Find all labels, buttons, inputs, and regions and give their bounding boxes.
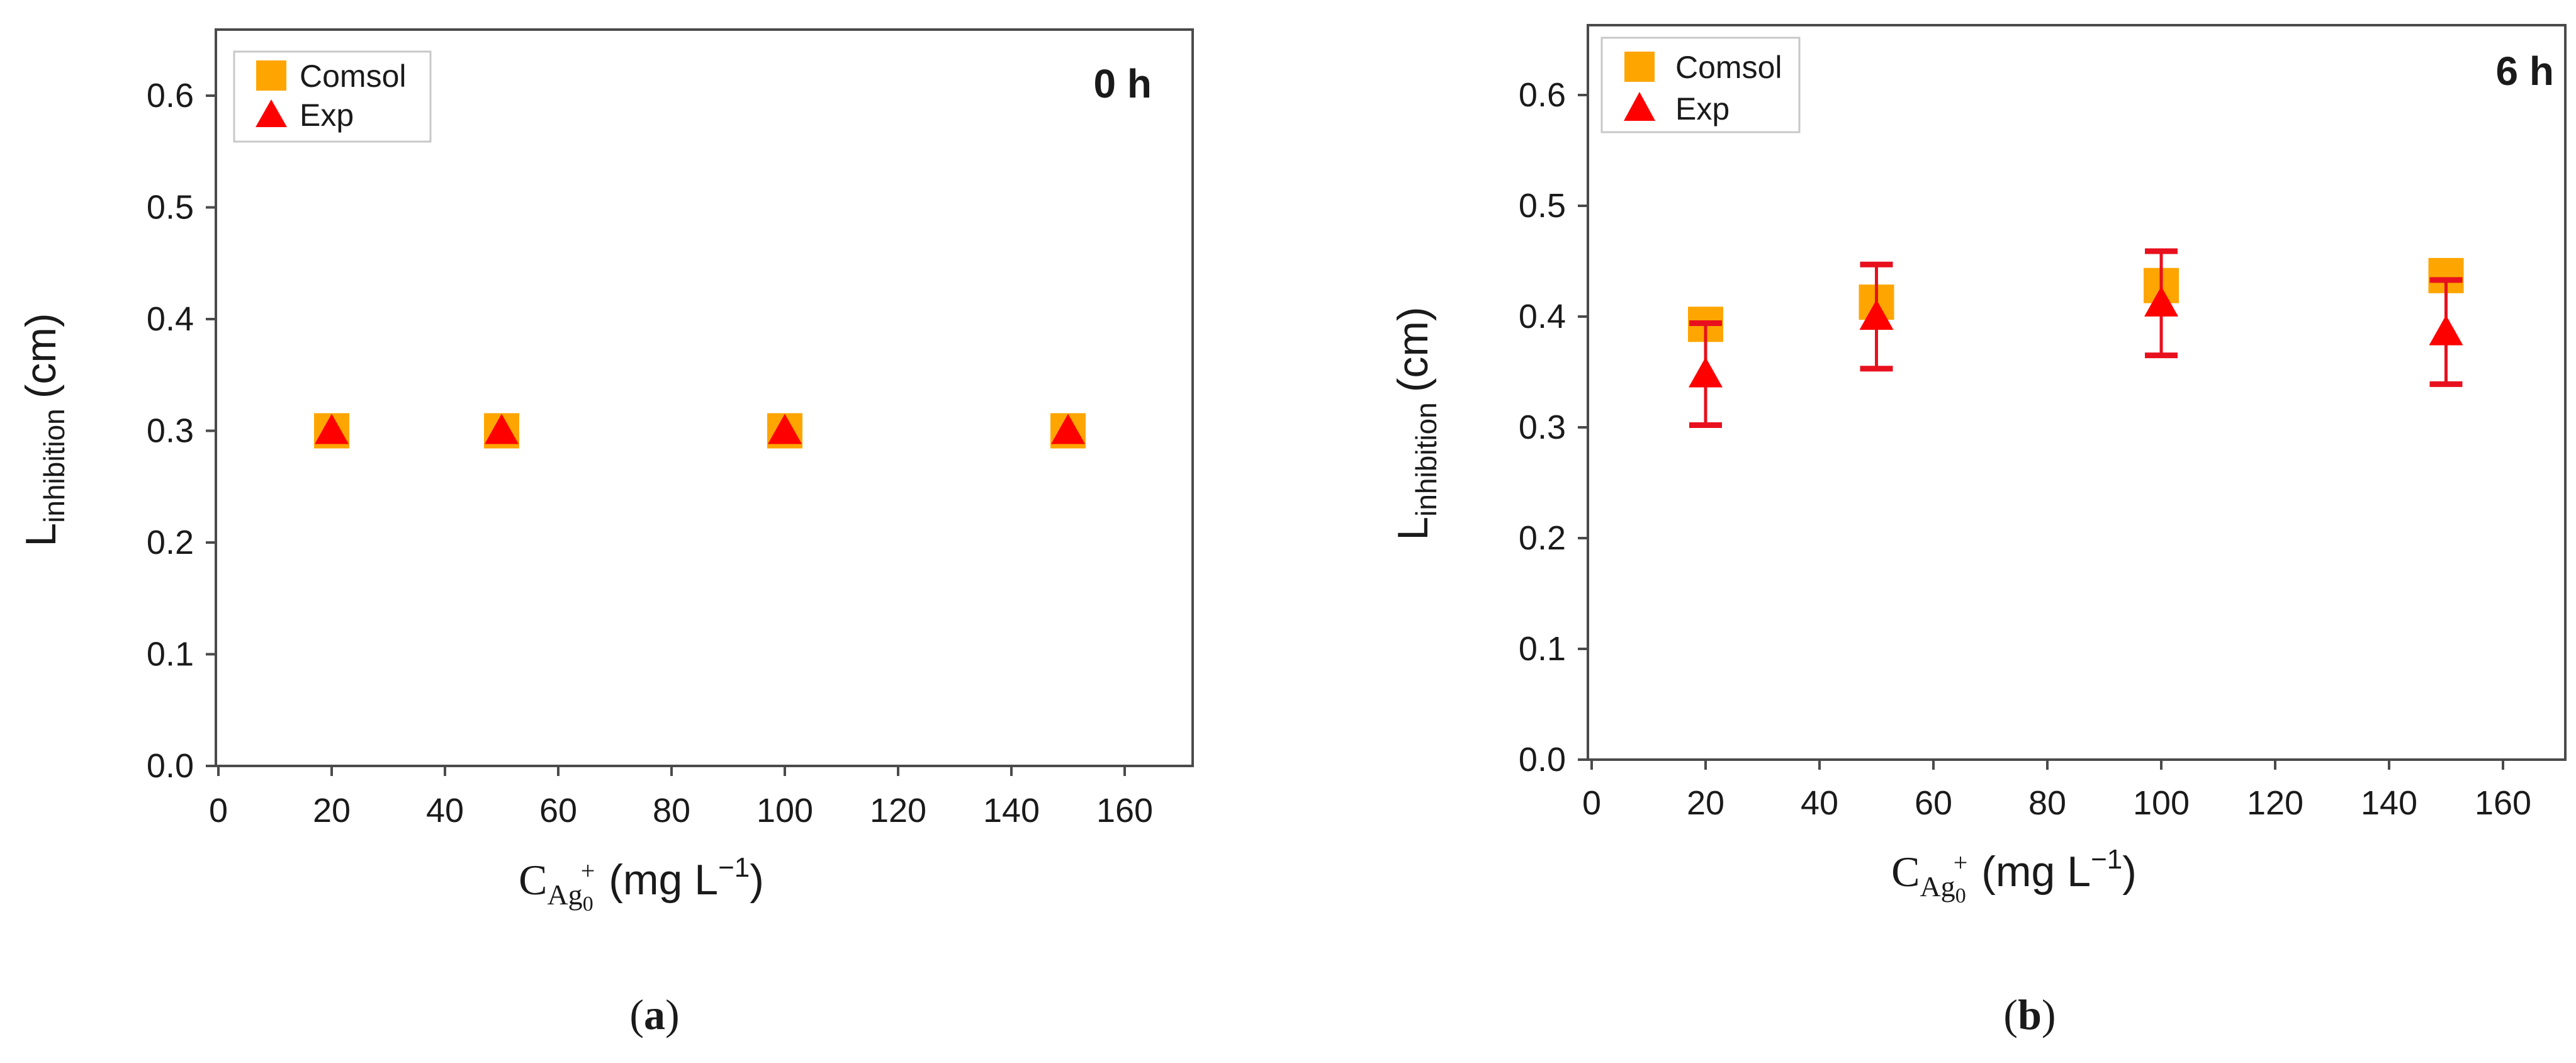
panel-b-exp-point (1859, 300, 1894, 330)
panel-b-y-tick-label: 0.5 (1519, 187, 1566, 225)
panel-a-x-tick-label: 0 (209, 792, 228, 830)
panel-b-plot: 0.0 0.1 0.2 0.3 0.4 0.5 0.6 0 20 40 60 80 100 120 140… (1519, 24, 2567, 822)
panel-a: Linhibition (cm) 0.0 0.1 0.2 0.3 0.4 0.5 0.6 0 2… (17, 28, 1194, 1038)
panel-b-y-tick-label: 0.0 (1519, 741, 1566, 779)
panel-b-x-tick-label: 40 (1801, 784, 1838, 822)
panel-b-xlabel-sub: Ag (1920, 870, 1955, 903)
panel-b-xlabel-sup: + (1954, 848, 1968, 877)
panel-b-legend: Comsol Exp (1600, 37, 1801, 133)
panel-b-markers (1688, 248, 2464, 428)
panel-a-x-tick-label: 20 (313, 792, 351, 830)
panel-a-caption-close: ) (665, 991, 680, 1038)
panel-a-exp-point (485, 413, 519, 444)
panel-b-y-tick-label: 0.2 (1519, 519, 1566, 557)
panel-b-x-tick-label: 140 (2361, 784, 2417, 822)
panel-b-x-tick-label: 60 (1915, 784, 1952, 822)
panel-b-legend-comsol: Comsol (1675, 50, 1782, 85)
panel-a-x-tick-label: 140 (983, 792, 1040, 830)
panel-a-y-tick-label: 0.3 (147, 412, 194, 450)
panel-b: Linhibition (cm) 0.0 0.1 0.2 0.3 0.4 0.5 0.6 0 2… (1389, 24, 2567, 1038)
panel-b-y-tick-label: 0.6 (1519, 76, 1566, 114)
panel-a-xlabel-subsub: 0 (583, 892, 593, 916)
panel-b-xlabel-unit-sup: −1 (2091, 844, 2122, 875)
panel-b-exp-point (1689, 357, 1723, 388)
panel-a-xlabel-unit-sup: −1 (718, 852, 750, 883)
panel-a-x-axis-label: CAg0 + (mg L−1) (519, 852, 764, 916)
panel-a-y-tick-label: 0.4 (147, 300, 194, 338)
panel-a-caption: (a) (629, 991, 679, 1038)
panel-a-y-tick-label: 0.5 (147, 189, 194, 227)
panel-a-x-ticks: 0 20 40 60 80 100 120 140 160 (209, 766, 1153, 830)
panel-b-x-axis-label: CAg0 + (mg L−1) (1891, 844, 2137, 908)
panel-a-exp-point (1051, 413, 1085, 444)
panel-b-time-label: 6 h (2496, 48, 2554, 94)
panel-a-caption-letter: a (644, 991, 665, 1038)
panel-b-xlabel-main: C (1891, 848, 1920, 896)
panel-a-ylabel-sub: inhibition (38, 408, 70, 523)
panel-b-y-tick-label: 0.1 (1519, 630, 1566, 668)
panel-a-x-tick-label: 40 (426, 792, 464, 830)
panel-b-ylabel-main: L (1389, 517, 1437, 541)
panel-b-x-tick-label: 160 (2475, 784, 2531, 822)
panel-a-legend-square-icon (256, 60, 286, 91)
panel-b-caption-close: ) (2042, 991, 2056, 1038)
panel-a-plot-frame (215, 28, 1194, 767)
panel-b-exp-point (2144, 286, 2178, 317)
panel-b-y-axis-label: Linhibition (cm) (1389, 307, 1443, 540)
panel-a-exp-point (315, 413, 349, 444)
panel-b-caption-open: ( (2003, 991, 2018, 1038)
panel-b-ylabel-unit: (cm) (1389, 307, 1437, 392)
panel-a-xlabel-main: C (519, 856, 547, 904)
panel-a-y-ticks: 0.0 0.1 0.2 0.3 0.4 0.5 0.6 (147, 77, 216, 785)
panel-b-x-tick-label: 80 (2028, 784, 2066, 822)
panel-b-xlabel-unit: (mg L (1981, 848, 2091, 896)
panel-b-legend-triangle-icon (1624, 92, 1655, 121)
panel-a-xlabel-sub: Ag (547, 879, 582, 911)
panel-b-caption: (b) (2003, 991, 2056, 1038)
panel-b-y-ticks: 0.0 0.1 0.2 0.3 0.4 0.5 0.6 (1519, 76, 1588, 779)
panel-a-x-tick-label: 160 (1096, 792, 1153, 830)
panel-a-x-tick-label: 100 (756, 792, 813, 830)
panel-b-y-tick-label: 0.3 (1519, 408, 1566, 446)
panel-b-y-tick-label: 0.4 (1519, 298, 1566, 335)
panel-a-y-tick-label: 0.0 (147, 747, 194, 785)
panel-b-x-tick-label: 20 (1687, 784, 1724, 822)
svg-text:Linhibition(cm): Linhibition (cm) (17, 313, 70, 546)
panel-a-y-tick-label: 0.2 (147, 524, 194, 561)
panel-a-y-tick-label: 0.1 (147, 636, 194, 673)
panel-a-x-tick-label: 80 (653, 792, 690, 830)
panel-b-legend-square-icon (1624, 52, 1655, 82)
panel-b-x-tick-label: 0 (1582, 784, 1601, 822)
panel-b-ylabel-sub: inhibition (1410, 402, 1443, 517)
panel-a-xlabel-sup: + (581, 857, 595, 885)
panel-b-plot-frame (1587, 24, 2567, 761)
panel-a-legend: Comsol Exp (233, 50, 432, 143)
panel-a-legend-comsol: Comsol (300, 59, 406, 94)
panel-a-legend-exp: Exp (300, 98, 354, 133)
panel-a-exp-point (768, 413, 802, 444)
panel-b-x-tick-label: 100 (2133, 784, 2190, 822)
panel-b-exp-point (2429, 315, 2463, 346)
panel-a-x-tick-label: 60 (539, 792, 577, 830)
panel-a-y-axis-label: Linhibition (cm) (17, 313, 70, 546)
panel-a-ylabel-unit: (cm) (17, 313, 65, 398)
panel-a-plot: 0.0 0.1 0.2 0.3 0.4 0.5 0.6 0 20 40 60 80 100 120 140… (147, 28, 1194, 830)
panel-b-x-tick-label: 120 (2247, 784, 2303, 822)
panel-b-caption-letter: b (2018, 991, 2042, 1038)
panel-a-x-tick-label: 120 (870, 792, 926, 830)
panel-a-xlabel-unit-close: ) (750, 856, 764, 904)
svg-text:Linhibition(cm): Linhibition (cm) (1389, 307, 1443, 540)
panel-a-y-tick-label: 0.6 (147, 77, 194, 115)
panel-a-caption-open: ( (629, 991, 644, 1038)
panel-a-time-label: 0 h (1094, 61, 1152, 106)
panel-b-x-ticks: 0 20 40 60 80 100 120 140 160 (1582, 760, 2531, 822)
panel-a-legend-triangle-icon (256, 99, 287, 127)
panel-a-xlabel-unit: (mg L (609, 856, 718, 904)
panel-b-xlabel-subsub: 0 (1955, 884, 1966, 908)
panel-b-legend-exp: Exp (1675, 91, 1730, 127)
panel-a-markers (314, 413, 1086, 449)
panel-b-xlabel-unit-close: ) (2122, 848, 2137, 896)
panel-a-ylabel-main: L (17, 523, 65, 547)
